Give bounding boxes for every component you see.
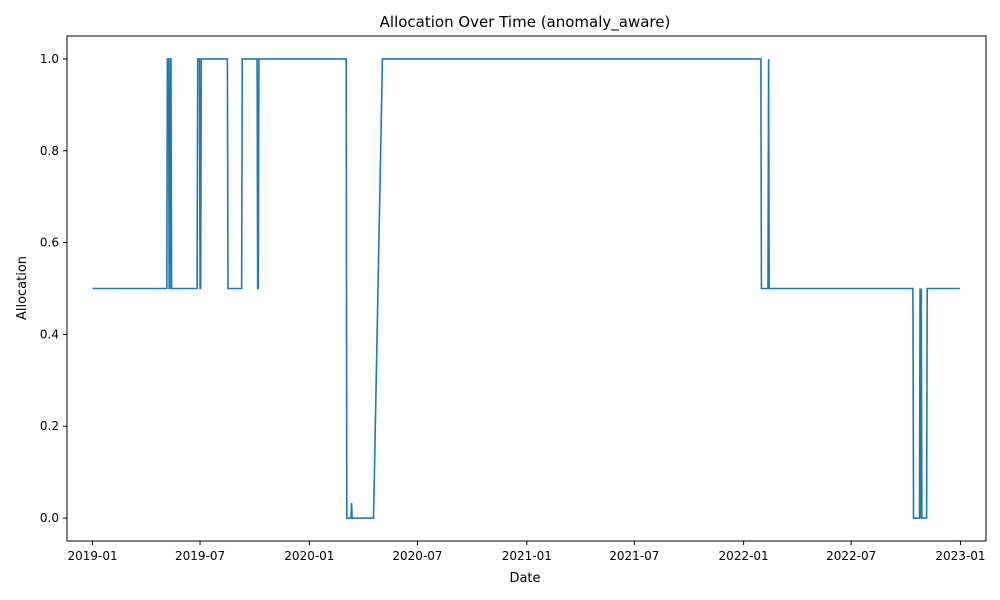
x-tick-label: 2023-01 <box>935 549 985 563</box>
series-line <box>92 58 960 519</box>
y-axis-ticks: 0.0 0.2 0.4 0.6 0.8 1.0 <box>40 52 67 525</box>
x-axis-ticks: 2019-01 2019-07 2020-01 2020-07 2021-01 2021-… <box>67 541 986 563</box>
y-axis-label: Allocation <box>15 256 30 320</box>
plot-area: 2019-01 2019-07 2020-01 2020-07 2021-01 2021-… <box>40 35 987 563</box>
chart-title: Allocation Over Time (anomaly_aware) <box>380 13 671 32</box>
x-tick-label: 2020-07 <box>392 549 442 563</box>
x-tick-label: 2019-07 <box>175 549 225 563</box>
series-layer <box>92 58 960 519</box>
x-tick-label: 2021-07 <box>609 549 659 563</box>
y-tick-label: 0.2 <box>40 419 59 433</box>
x-tick-label: 2022-07 <box>826 549 876 563</box>
x-tick-label: 2022-01 <box>719 549 769 563</box>
y-tick-label: 0.6 <box>40 236 59 250</box>
x-tick-label: 2021-01 <box>502 549 552 563</box>
y-tick-label: 0.0 <box>40 511 59 525</box>
y-tick-label: 0.4 <box>40 327 59 341</box>
x-tick-label: 2020-01 <box>284 549 334 563</box>
x-tick-label: 2019-01 <box>67 549 117 563</box>
x-axis-label: Date <box>509 571 540 586</box>
y-tick-label: 0.8 <box>40 144 59 158</box>
y-tick-label: 1.0 <box>40 52 59 66</box>
